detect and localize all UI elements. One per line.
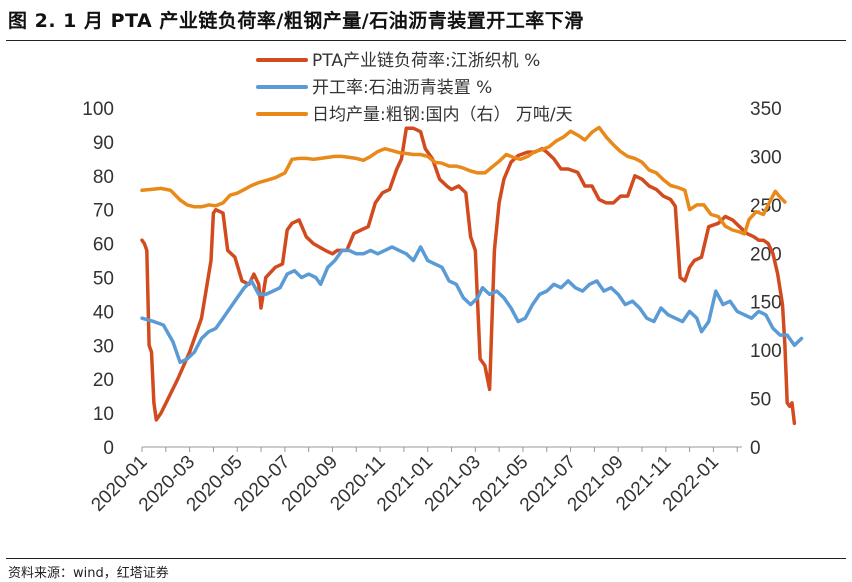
left-axis-tick-label: 40	[93, 302, 114, 323]
left-axis-tick-label: 10	[93, 404, 114, 425]
x-axis-ticks: 2020-012020-032020-052020-072020-092020-…	[87, 452, 723, 516]
source-note: 资料来源：wind，红塔证券	[8, 566, 169, 581]
right-axis-tick-label: 0	[750, 438, 761, 459]
title-rule	[6, 40, 846, 41]
series-line-1	[140, 126, 797, 426]
figure-title: 图 2. 1 月 PTA 产业链负荷率/粗钢产量/石油沥青装置开工率下滑	[8, 10, 584, 32]
right-axis-tick-label: 200	[750, 244, 782, 265]
left-axis-tick-label: 100	[82, 99, 114, 120]
right-axis-tick-label: 150	[750, 293, 782, 314]
series-line-3	[140, 125, 787, 236]
left-axis-ticks: 0 10 20 30 40 50 60 70 80 90 100	[82, 99, 114, 459]
series-lines	[140, 125, 804, 426]
legend-label-1: PTA产业链负荷率:江浙织机 %	[312, 51, 540, 71]
legend: PTA产业链负荷率:江浙织机 % 开工率:石油沥青装置 % 日均产量:粗钢:国内（右…	[256, 51, 573, 125]
left-axis-tick-label: 70	[93, 201, 114, 222]
x-tick-marks	[141, 447, 738, 452]
left-axis-tick-label: 80	[93, 167, 114, 188]
left-axis-tick-label: 20	[93, 370, 114, 391]
left-axis-tick-label: 0	[103, 438, 114, 459]
left-axis-tick-label: 90	[93, 133, 114, 154]
left-axis-tick-label: 60	[93, 235, 114, 256]
right-axis-tick-label: 100	[750, 341, 782, 362]
right-axis-tick-label: 50	[750, 390, 771, 411]
series-line-2	[140, 245, 804, 365]
left-axis-tick-label: 30	[93, 336, 114, 357]
legend-label-2: 开工率:石油沥青装置 %	[312, 78, 492, 98]
legend-label-3: 日均产量:粗钢:国内（右） 万吨/天	[312, 105, 573, 125]
right-axis-tick-label: 300	[750, 147, 782, 168]
left-axis-tick-label: 50	[93, 269, 114, 290]
right-axis-tick-label: 350	[750, 99, 782, 120]
source-rule	[6, 558, 846, 559]
